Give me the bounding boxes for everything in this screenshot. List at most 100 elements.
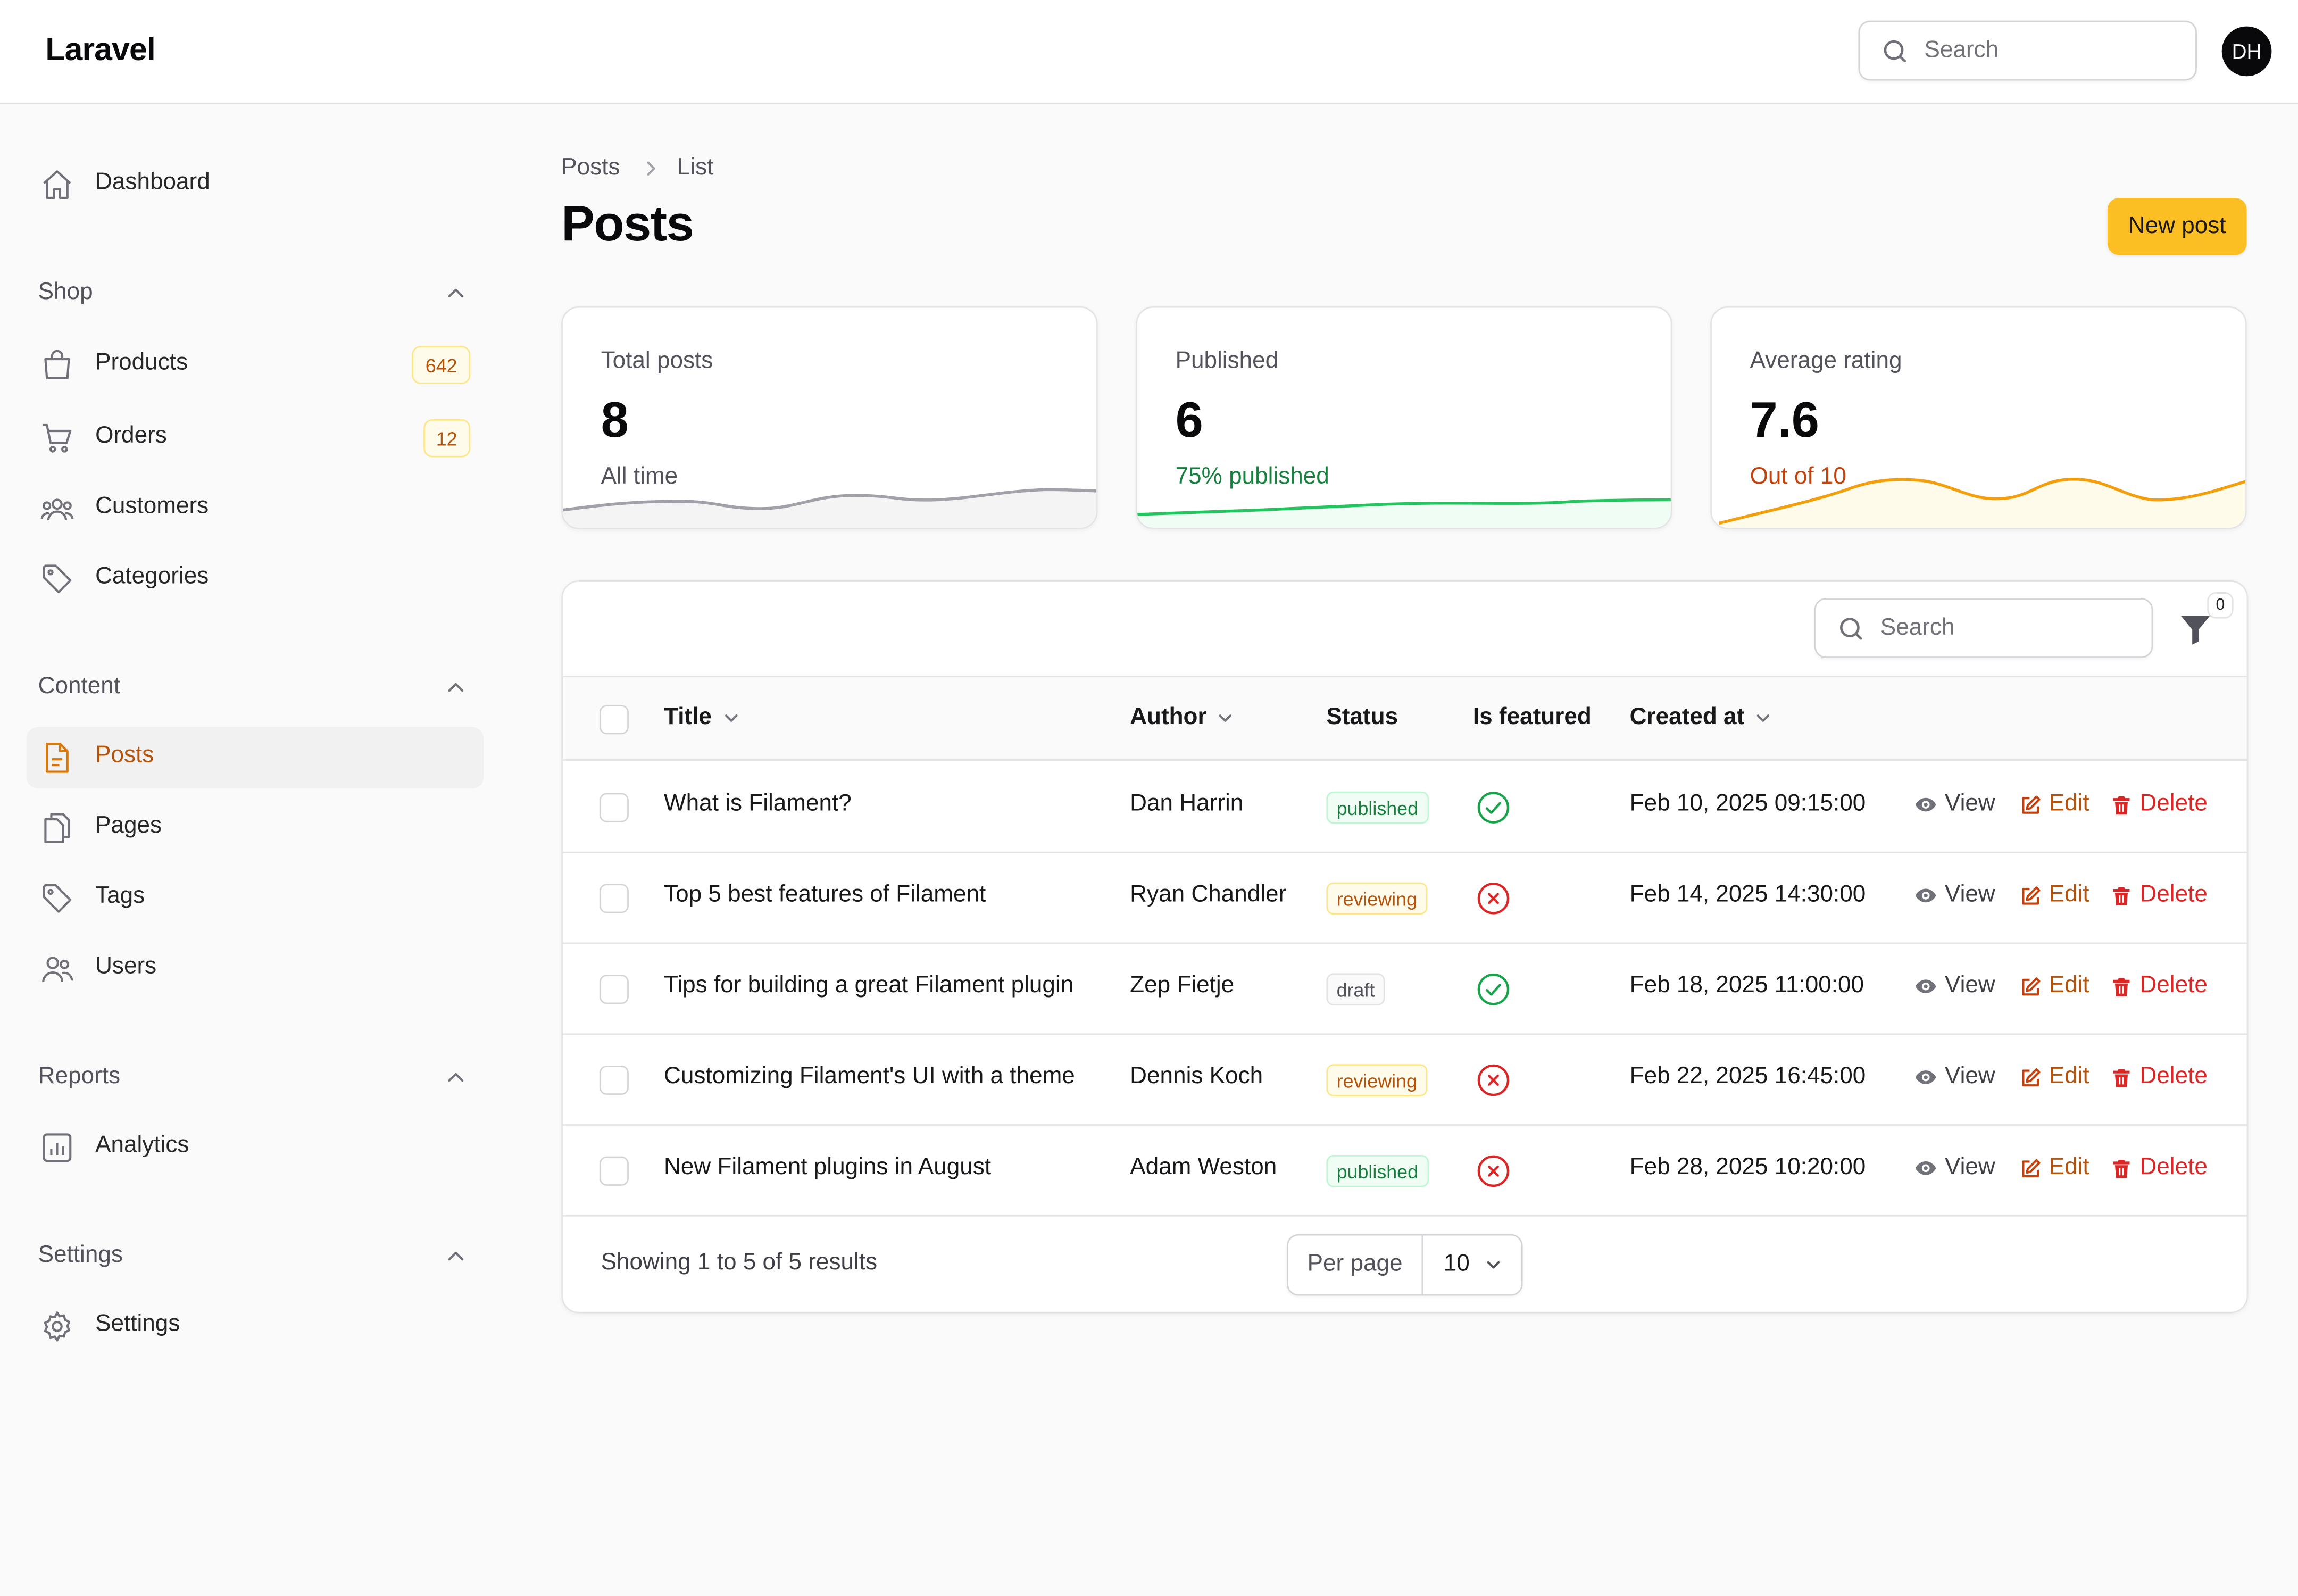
view-label: View	[1945, 1064, 1995, 1090]
row-checkbox[interactable]	[599, 884, 629, 913]
delete-label: Delete	[2139, 1155, 2208, 1180]
new-post-button[interactable]: New post	[2107, 197, 2247, 255]
sidebar-item-customers[interactable]: Customers	[27, 478, 484, 539]
avatar[interactable]: DH	[2221, 26, 2272, 77]
delete-label: Delete	[2139, 791, 2208, 817]
status-badge: reviewing	[1326, 1064, 1428, 1096]
view-label: View	[1945, 882, 1995, 908]
view-action[interactable]: View	[1914, 792, 1995, 818]
cell-title: Customizing Filament's UI with a theme	[664, 1064, 1075, 1090]
cell-title: New Filament plugins in August	[664, 1155, 992, 1180]
view-action[interactable]: View	[1914, 973, 1995, 1000]
delete-action[interactable]: Delete	[2110, 792, 2208, 818]
table-row[interactable]: Top 5 best features of Filament Ryan Chan…	[562, 853, 2247, 944]
column-header-title[interactable]: Title	[664, 705, 741, 732]
nav-group-settings[interactable]: Settings	[38, 1243, 123, 1268]
trash-icon	[2113, 1068, 2130, 1087]
delete-action[interactable]: Delete	[2110, 1155, 2208, 1182]
nav-group-reports[interactable]: Reports	[38, 1064, 121, 1090]
chevron-up-icon[interactable]	[443, 1064, 469, 1091]
stat-label: Total posts	[601, 348, 713, 374]
row-checkbox[interactable]	[599, 1156, 629, 1186]
table-row[interactable]: What is Filament? Dan Harrin published Feb …	[562, 762, 2247, 853]
table-row[interactable]: Customizing Filament's UI with a theme De…	[562, 1035, 2247, 1126]
sidebar-item-categories[interactable]: Categories	[27, 548, 484, 610]
sidebar-item-products[interactable]: Products 642	[27, 334, 484, 396]
table-row[interactable]: Tips for building a great Filament plugi…	[562, 944, 2247, 1035]
table-row[interactable]: New Filament plugins in August Adam Westo…	[562, 1126, 2247, 1217]
shopping-bag-icon	[44, 350, 70, 379]
edit-action[interactable]: Edit	[2020, 1155, 2089, 1182]
view-action[interactable]: View	[1914, 1155, 1995, 1182]
sidebar-item-label: Users	[95, 954, 157, 979]
stat-description: All time	[601, 464, 678, 490]
status-badge: published	[1326, 791, 1429, 824]
pencil-square-icon	[2022, 976, 2041, 995]
sidebar-item-users[interactable]: Users	[27, 938, 484, 1000]
sidebar-item-dashboard[interactable]: Dashboard	[27, 154, 484, 215]
sidebar-item-label: Settings	[95, 1311, 180, 1337]
edit-label: Edit	[2049, 1155, 2089, 1180]
per-page-select[interactable]: Per page 10	[1286, 1234, 1523, 1296]
sparkline-chart	[1137, 498, 1671, 528]
chevron-up-icon[interactable]	[443, 280, 469, 306]
trash-icon	[2113, 1159, 2130, 1178]
view-label: View	[1945, 791, 1995, 817]
sidebar-item-label: Dashboard	[95, 170, 210, 195]
check-circle-icon	[1477, 792, 1510, 824]
chevron-down-icon	[1219, 714, 1233, 722]
brand-logo[interactable]: Laravel	[45, 30, 155, 68]
column-header-created[interactable]: Created at	[1630, 705, 1774, 732]
page-title: Posts	[561, 196, 694, 252]
delete-action[interactable]: Delete	[2110, 973, 2208, 1000]
column-header-author[interactable]: Author	[1130, 705, 1236, 732]
eye-icon	[1915, 1070, 1936, 1084]
tag-icon	[43, 884, 72, 913]
chevron-down-icon	[1487, 1261, 1500, 1269]
stat-value: 6	[1175, 393, 1203, 449]
trash-icon	[2113, 886, 2130, 905]
cell-author: Ryan Chandler	[1130, 882, 1287, 908]
search-icon	[1884, 40, 1906, 63]
chevron-up-icon[interactable]	[443, 1243, 469, 1269]
select-all-checkbox[interactable]	[599, 705, 629, 735]
row-checkbox[interactable]	[599, 975, 629, 1004]
sidebar-item-settings[interactable]: Settings	[27, 1296, 484, 1358]
global-search-placeholder: Search	[1924, 38, 1999, 63]
view-action[interactable]: View	[1914, 883, 1995, 909]
cell-title: What is Filament?	[664, 791, 852, 817]
view-action[interactable]: View	[1914, 1064, 1995, 1091]
delete-action[interactable]: Delete	[2110, 883, 2208, 909]
eye-icon	[1915, 797, 1936, 812]
eye-icon	[1915, 888, 1936, 903]
edit-action[interactable]: Edit	[2020, 883, 2089, 909]
pencil-square-icon	[2022, 885, 2041, 904]
cell-title: Tips for building a great Filament plugi…	[664, 973, 1074, 999]
nav-group-shop[interactable]: Shop	[38, 280, 93, 305]
shopping-cart-icon	[42, 423, 72, 453]
table-search-input[interactable]: Search	[1814, 598, 2153, 659]
count-badge: 642	[412, 346, 471, 384]
sidebar-item-pages[interactable]: Pages	[27, 797, 484, 859]
sidebar-item-tags[interactable]: Tags	[27, 868, 484, 929]
edit-action[interactable]: Edit	[2020, 1064, 2089, 1091]
breadcrumb-item-posts[interactable]: Posts	[561, 155, 620, 180]
sidebar-item-label: Products	[95, 350, 188, 376]
delete-action[interactable]: Delete	[2110, 1064, 2208, 1091]
table-header: Title Author Status Is featured Created …	[562, 676, 2247, 761]
cell-created-at: Feb 28, 2025 10:20:00	[1629, 1155, 1866, 1180]
global-search-input[interactable]: Search	[1858, 20, 2197, 81]
nav-group-content[interactable]: Content	[38, 674, 121, 700]
stat-description: 75% published	[1175, 464, 1329, 490]
row-checkbox[interactable]	[599, 793, 629, 822]
edit-action[interactable]: Edit	[2020, 973, 2089, 1000]
chevron-up-icon[interactable]	[443, 674, 469, 701]
cell-created-at: Feb 10, 2025 09:15:00	[1629, 791, 1866, 817]
sidebar-item-label: Pages	[95, 813, 162, 838]
sidebar-item-orders[interactable]: Orders 12	[27, 408, 484, 469]
sidebar-item-posts[interactable]: Posts	[26, 727, 484, 789]
filter-icon[interactable]	[2176, 610, 2214, 648]
row-checkbox[interactable]	[599, 1065, 629, 1095]
sidebar-item-analytics[interactable]: Analytics	[27, 1117, 484, 1178]
edit-action[interactable]: Edit	[2020, 792, 2089, 818]
